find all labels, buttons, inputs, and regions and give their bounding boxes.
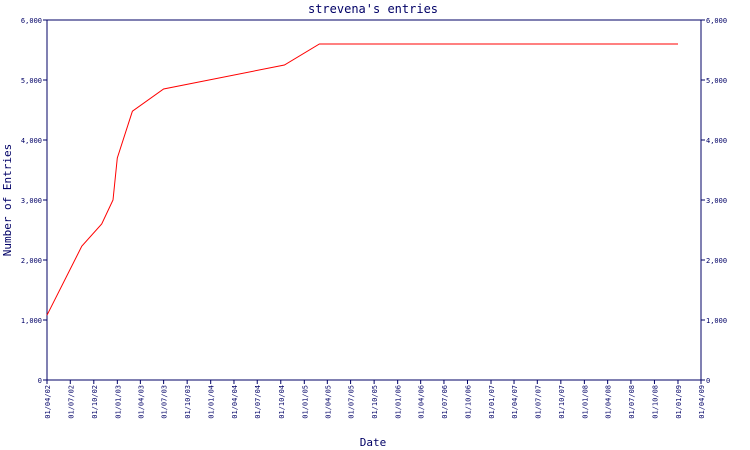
y-tick-label-right: 0 (706, 377, 710, 385)
x-tick-label: 01/01/08 (581, 385, 589, 419)
y-tick-label-left: 1,000 (21, 317, 42, 325)
y-tick-label-right: 3,000 (706, 197, 727, 205)
x-tick-label: 01/07/04 (254, 385, 262, 419)
x-tick-label: 01/07/02 (67, 385, 75, 419)
x-tick-label: 01/07/05 (348, 385, 356, 419)
x-tick-label: 01/07/07 (534, 385, 542, 419)
x-tick-label: 01/10/04 (278, 385, 286, 419)
x-axis-label: Date (360, 436, 387, 449)
x-tick-label: 01/07/08 (628, 385, 636, 419)
y-tick-label-right: 2,000 (706, 257, 727, 265)
y-tick-label-right: 1,000 (706, 317, 727, 325)
plot-border (46, 19, 702, 381)
y-tick-label-left: 4,000 (21, 137, 42, 145)
x-tick-label: 01/01/07 (488, 385, 496, 419)
y-axis-left: 0 1,000 2,000 3,000 4,000 5,000 6,000 (21, 17, 47, 385)
x-tick-label: 01/04/03 (137, 385, 145, 419)
y-tick-label-right: 6,000 (706, 17, 727, 25)
x-tick-label: 01/04/06 (418, 385, 426, 419)
chart-title: strevena's entries (308, 2, 438, 16)
x-tick-label: 01/10/05 (371, 385, 379, 419)
y-tick-label-left: 3,000 (21, 197, 42, 205)
x-tick-label: 01/10/07 (558, 385, 566, 419)
plot-frame (46, 19, 702, 381)
y-tick-label-left: 5,000 (21, 77, 42, 85)
series-group (46, 43, 678, 316)
y-tick-label-left: 0 (38, 377, 42, 385)
x-axis: 01/04/02 01/07/02 01/10/02 01/01/03 01/04/03… (44, 380, 706, 419)
x-tick-label: 01/04/09 (698, 385, 706, 419)
x-tick-label: 01/10/02 (91, 385, 99, 419)
y-axis-label: Number of Entries (1, 144, 14, 257)
x-tick-label: 01/04/04 (231, 385, 239, 419)
y-tick-label-right: 4,000 (706, 137, 727, 145)
x-tick-label: 01/10/08 (651, 385, 659, 419)
x-tick-label: 01/04/07 (511, 385, 519, 419)
x-tick-label: 01/04/08 (605, 385, 613, 419)
y-axis-right: 0 1,000 2,000 3,000 4,000 5,000 6,000 (701, 17, 727, 385)
x-tick-label: 01/01/06 (395, 385, 403, 419)
series-line (46, 43, 678, 316)
y-tick-label-right: 5,000 (706, 77, 727, 85)
x-tick-label: 01/10/03 (184, 385, 192, 419)
x-tick-label: 01/10/06 (464, 385, 472, 419)
y-tick-label-left: 2,000 (21, 257, 42, 265)
x-tick-label: 01/07/03 (161, 385, 169, 419)
x-tick-label: 01/01/09 (675, 385, 683, 419)
y-tick-label-left: 6,000 (21, 17, 42, 25)
x-tick-label: 01/07/06 (441, 385, 449, 419)
x-tick-label: 01/01/04 (208, 385, 216, 419)
x-tick-label: 01/01/03 (114, 385, 122, 419)
x-tick-label: 01/04/05 (324, 385, 332, 419)
x-tick-label: 01/01/05 (301, 385, 309, 419)
x-tick-label: 01/04/02 (44, 385, 52, 419)
